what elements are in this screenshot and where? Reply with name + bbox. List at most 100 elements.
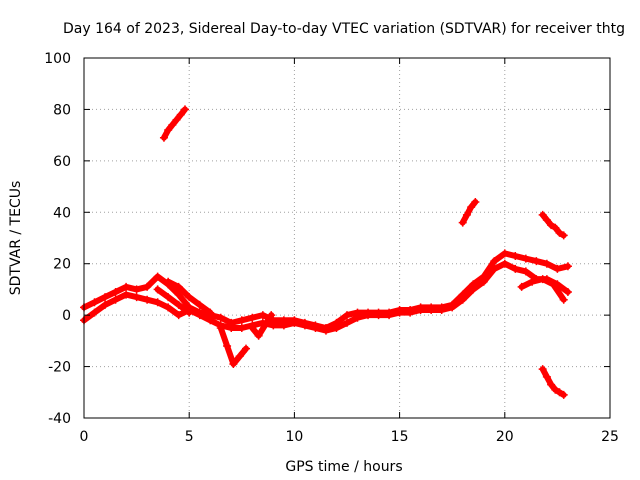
series-line	[249, 312, 275, 339]
data-point	[563, 262, 572, 271]
data-point	[235, 352, 244, 361]
data-point	[437, 306, 446, 314]
y-tick-label: -20	[48, 360, 71, 376]
series-line	[81, 260, 571, 334]
data-point	[237, 316, 246, 325]
data-point	[101, 293, 110, 302]
data-point	[467, 203, 476, 212]
series-arc-18h	[458, 198, 480, 227]
data-point	[90, 308, 99, 317]
data-point	[180, 105, 189, 114]
data-point	[132, 293, 141, 302]
data-point	[553, 264, 562, 273]
data-point	[448, 303, 457, 312]
data-point	[143, 282, 152, 291]
data-point	[254, 331, 263, 340]
data-point	[563, 288, 572, 296]
grid	[84, 58, 610, 418]
data-point	[311, 324, 320, 332]
data-point	[185, 293, 194, 302]
data-point	[176, 110, 185, 119]
data-point	[511, 252, 520, 260]
y-tick-label: 20	[53, 257, 71, 273]
data-point	[416, 306, 425, 314]
data-point	[153, 298, 162, 307]
x-tick-label: 20	[496, 429, 514, 445]
data-point	[122, 290, 131, 299]
data-point	[168, 120, 177, 129]
y-tick-label: 80	[53, 102, 71, 118]
data-point	[547, 380, 556, 389]
y-tick-label: 0	[62, 308, 71, 324]
data-point	[517, 282, 526, 291]
data-point	[172, 115, 181, 124]
data-point	[267, 311, 276, 320]
data-point	[332, 324, 341, 332]
data-point	[185, 308, 194, 317]
data-point	[143, 295, 152, 304]
data-point	[538, 275, 547, 284]
series-line	[161, 106, 188, 141]
data-point	[555, 388, 564, 397]
data-point	[206, 316, 215, 325]
data-point	[164, 126, 173, 134]
y-tick-label: 60	[53, 154, 71, 170]
data-point	[538, 365, 547, 374]
x-tick-label: 5	[185, 429, 194, 445]
data-point	[353, 313, 362, 322]
data-point	[223, 342, 232, 350]
data-point	[547, 221, 556, 230]
data-point	[500, 249, 509, 258]
data-point	[471, 198, 480, 206]
series-dip-7h	[216, 324, 251, 368]
data-point	[206, 308, 215, 317]
data-point	[111, 288, 120, 296]
data-point	[427, 306, 436, 314]
data-point	[174, 290, 183, 299]
data-point	[395, 308, 404, 317]
data-point	[132, 285, 141, 294]
x-axis-label: GPS time / hours	[285, 459, 402, 475]
data-point	[364, 311, 373, 320]
data-point	[159, 133, 168, 142]
data-point	[195, 311, 204, 320]
y-tick-label: 100	[44, 51, 71, 67]
data-series	[80, 105, 572, 399]
data-point	[542, 216, 551, 224]
y-tick-label: 40	[53, 205, 71, 221]
series-arc-4h	[159, 105, 189, 142]
data-point	[153, 285, 162, 294]
data-point	[542, 372, 551, 381]
data-point	[242, 344, 251, 353]
data-point	[500, 259, 509, 268]
data-point	[343, 311, 351, 320]
plot-frame	[83, 57, 611, 419]
data-point	[343, 318, 351, 327]
data-point	[174, 300, 183, 309]
data-point	[195, 300, 204, 309]
series-arc-21h-mid	[517, 275, 568, 304]
data-point	[549, 280, 558, 289]
data-point	[521, 254, 530, 263]
x-tick-label: 25	[601, 429, 619, 445]
x-tick-label: 15	[391, 429, 409, 445]
data-point	[164, 303, 173, 312]
data-point	[458, 295, 467, 304]
data-point	[469, 285, 478, 294]
data-point	[406, 308, 415, 317]
data-point	[237, 324, 246, 332]
series-line	[539, 366, 567, 398]
data-point	[490, 257, 499, 266]
data-point	[385, 311, 394, 320]
data-point	[555, 228, 564, 237]
data-point	[551, 223, 560, 232]
series-descending-arc-1	[153, 285, 194, 317]
data-point	[174, 311, 183, 320]
data-point	[559, 295, 568, 304]
axes: 0 5 10 15 20 25 -40 -20 0 20 40 60 80 100	[44, 51, 619, 445]
data-point	[462, 210, 471, 219]
data-point	[248, 313, 257, 322]
series-dip-8h	[248, 311, 276, 340]
data-point	[290, 318, 299, 327]
